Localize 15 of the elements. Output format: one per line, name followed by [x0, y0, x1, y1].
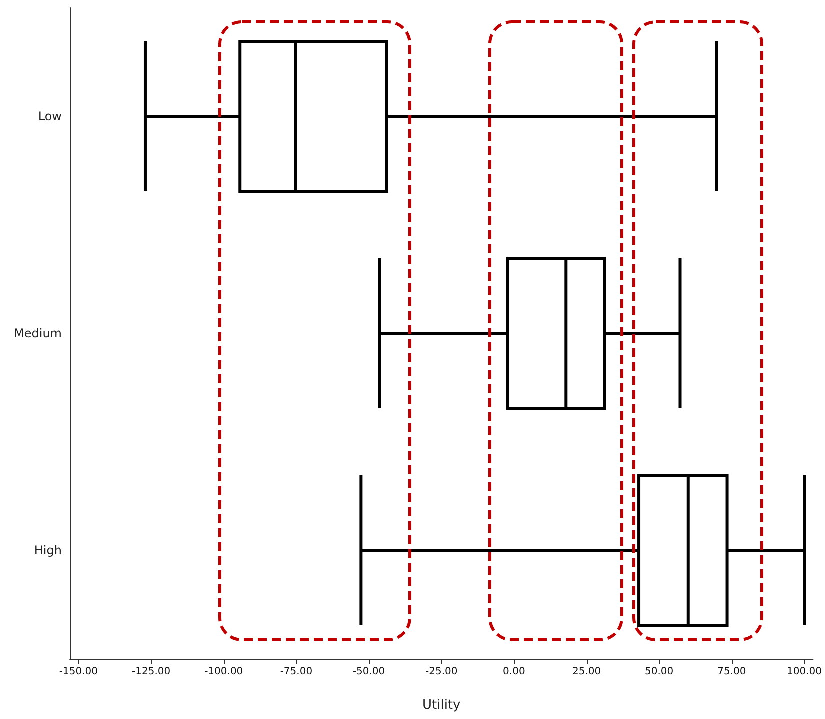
- x-tick-label: -100.00: [204, 666, 244, 678]
- x-tick-label: 100.00: [787, 666, 822, 678]
- y-tick-label: High: [34, 544, 62, 558]
- x-axis-title: Utility: [422, 698, 462, 713]
- x-tick-label: -50.00: [352, 666, 386, 678]
- x-tick-label: 25.00: [572, 666, 602, 678]
- x-tick-label: 0.00: [503, 666, 526, 678]
- x-tick-label: -125.00: [132, 666, 171, 678]
- x-tick-label: 75.00: [718, 666, 746, 678]
- y-tick-label: Medium: [14, 326, 62, 340]
- x-tick-label: -150.00: [59, 666, 98, 678]
- x-tick-label: -25.00: [425, 666, 458, 678]
- y-tick-label: Low: [38, 110, 62, 124]
- x-tick-label: 50.00: [645, 666, 674, 678]
- x-tick-label: -75.00: [280, 666, 313, 678]
